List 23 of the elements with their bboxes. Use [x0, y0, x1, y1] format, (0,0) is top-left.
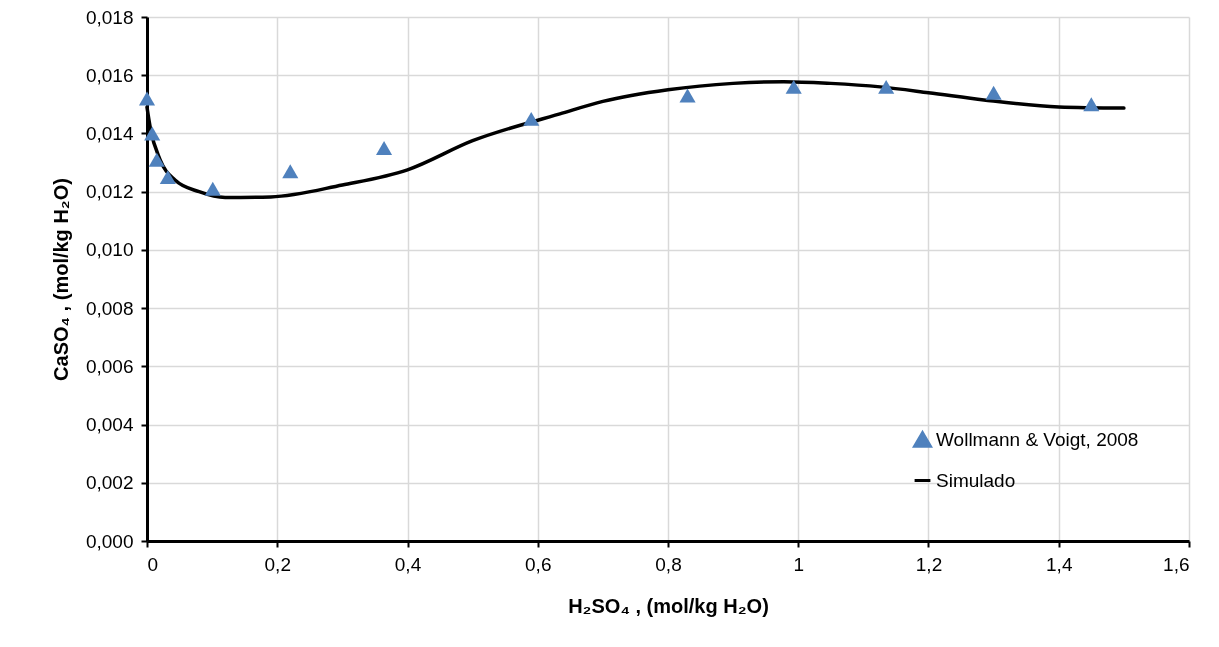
x-tick-label: 0,2 — [264, 553, 291, 575]
y-tick-label: 0,012 — [85, 181, 134, 203]
x-tick-label: 1,4 — [1046, 553, 1073, 575]
x-tick-label: 0,6 — [525, 553, 552, 575]
y-tick-label: 0,008 — [85, 297, 134, 319]
x-tick-label: 0 — [147, 553, 159, 575]
y-tick-label: 0,018 — [85, 6, 134, 28]
y-axis-title: CaSO₄ , (mol/kg H₂O) — [49, 178, 72, 381]
x-tick-label: 0,8 — [655, 553, 682, 575]
y-tick-label: 0,002 — [85, 472, 134, 494]
y-tick-label: 0,014 — [85, 122, 134, 144]
x-tick-label: 1,6 — [1163, 553, 1190, 575]
y-tick-label: 0,000 — [85, 530, 134, 552]
x-axis-title: H₂SO₄ , (mol/kg H₂O) — [568, 594, 769, 617]
y-tick-label: 0,010 — [85, 239, 134, 261]
legend-label: Simulado — [936, 469, 1016, 491]
x-tick-label: 1 — [793, 553, 805, 575]
y-tick-label: 0,004 — [85, 414, 134, 436]
x-tick-label: 1,2 — [915, 553, 943, 575]
y-tick-label: 0,016 — [85, 64, 134, 86]
y-tick-label: 0,006 — [85, 355, 134, 377]
legend-label: Wollmann & Voigt, 2008 — [936, 428, 1139, 450]
x-tick-label: 0,4 — [394, 553, 422, 575]
